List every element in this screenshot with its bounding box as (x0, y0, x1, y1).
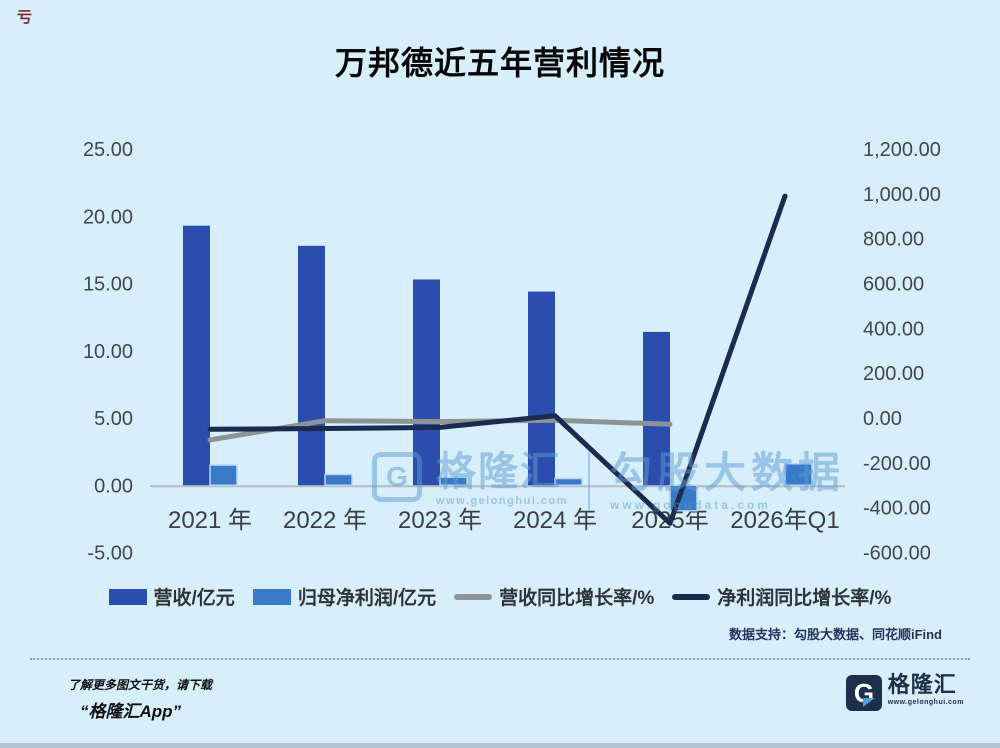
y-axis-left-tick: 0.00 (94, 475, 133, 497)
y-axis-right-tick: 800.00 (863, 229, 924, 251)
legend-swatch-line (672, 593, 711, 600)
y-axis-right-tick: -600.00 (863, 543, 931, 565)
bar-series-1 (209, 462, 813, 512)
legend-swatch-bar (108, 588, 147, 605)
bar (554, 477, 583, 486)
bar (643, 331, 670, 486)
y-axis-left-tick: 20.00 (83, 206, 133, 228)
corner-mark: 亏 (17, 9, 33, 26)
legend-item: 归母净利润/亿元 (252, 583, 437, 610)
y-axis-left-tick: -5.00 (87, 543, 133, 565)
bottom-edge (0, 743, 1000, 748)
x-axis-label: 2021 年 (168, 507, 252, 534)
promo-app-name: “格隆汇App” (80, 702, 182, 721)
y-axis-left-tick: 5.00 (94, 408, 133, 430)
y-axis-left-tick: 10.00 (83, 341, 133, 363)
y-axis-left-tick: 25.00 (83, 139, 133, 161)
y-axis-right-tick: 1,200.00 (863, 139, 941, 161)
x-axis-labels: 2021 年 2022 年 2023 年 2024 年 2025年 2026年Q1 (168, 507, 840, 534)
x-axis-label: 2022 年 (283, 507, 367, 534)
legend-label: 营收/亿元 (153, 588, 235, 609)
promo-text: 了解更多图文干货，请下载 (68, 678, 213, 692)
bar (528, 291, 555, 486)
x-axis-label: 2023 年 (398, 507, 482, 534)
bar (298, 245, 325, 486)
y-axis-right-tick: -200.00 (863, 453, 931, 475)
y-axis-right-tick: 600.00 (863, 274, 924, 296)
legend-item: 净利润同比增长率/% (672, 583, 891, 610)
bar (183, 225, 210, 486)
legend-swatch-bar (252, 588, 291, 605)
x-axis-label: 2024 年 (513, 507, 597, 534)
x-axis-label: 2026年Q1 (730, 507, 839, 534)
line-series-1 (207, 193, 788, 526)
legend-label: 营收同比增长率/% (499, 588, 655, 609)
bar (209, 464, 238, 487)
y-axis-right-tick: 200.00 (863, 363, 924, 385)
y-axis-right-tick: 0.00 (863, 408, 902, 430)
y-axis-left: 25.00 20.00 15.00 10.00 5.00 0.00 -5.00 (83, 139, 133, 565)
y-axis-right: 1,200.00 1,000.00 800.00 600.00 400.00 200.00… (863, 139, 941, 565)
legend-item: 营收/亿元 (108, 583, 235, 610)
y-axis-left-tick: 15.00 (83, 274, 133, 296)
bar-series-0 (183, 225, 670, 486)
legend-label: 净利润同比增长率/% (717, 588, 892, 609)
chart-legend: 营收/亿元 归母净利润/亿元 营收同比增长率/% 净利润同比增长率/% (0, 583, 1000, 610)
logo-site: www.gelonghui.com (887, 699, 964, 706)
legend-item: 营收同比增长率/% (454, 583, 654, 610)
gelonghui-logo: G 格隆汇 www.gelonghui.com (845, 674, 964, 712)
legend-swatch-line (454, 593, 493, 600)
bar (784, 462, 813, 487)
chart-title: 万邦德近五年营利情况 (334, 45, 665, 81)
legend-label: 归母净利润/亿元 (297, 588, 437, 609)
gelonghui-logo-text: 格隆汇 www.gelonghui.com (887, 672, 964, 707)
data-support-note: 数据支持：勾股大数据、同花顺iFind (728, 627, 942, 642)
profit-combo-chart: 25.00 20.00 15.00 10.00 5.00 0.00 -5.00 1,200.0… (83, 139, 941, 565)
y-axis-right-tick: 1,000.00 (863, 184, 941, 206)
bar (439, 476, 468, 486)
y-axis-right-tick: -400.00 (863, 498, 931, 520)
dotted-divider (30, 658, 970, 660)
bar (413, 279, 440, 486)
y-axis-right-tick: 400.00 (863, 318, 924, 340)
logo-name: 格隆汇 (887, 672, 957, 697)
bar (324, 473, 353, 486)
gelonghui-logo-icon: G (845, 675, 882, 711)
